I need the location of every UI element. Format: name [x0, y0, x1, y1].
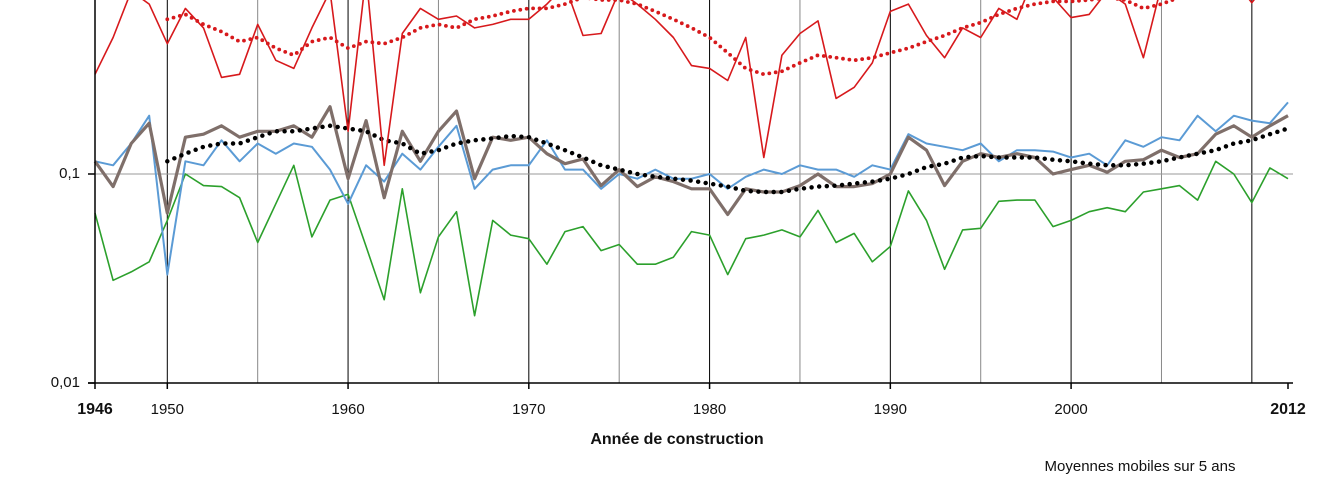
x-tick-label: 1960	[331, 401, 364, 418]
plot-area	[93, 0, 1291, 317]
series-line	[165, 123, 1291, 195]
grid	[95, 0, 1293, 383]
y-tick-label: 0,01	[51, 374, 80, 391]
x-tick-label: 1980	[693, 401, 726, 418]
x-tick-label: 1990	[874, 401, 907, 418]
series-line	[165, 0, 1178, 77]
series-line	[93, 105, 1289, 217]
annotation: Moyennes mobiles sur 5 ans	[1045, 458, 1236, 475]
x-tick-label: 1950	[151, 401, 184, 418]
x-axis-label: Année de construction	[590, 431, 763, 448]
y-tick-label: 0,1	[59, 165, 80, 182]
x-tick-label: 1946	[77, 401, 113, 418]
axes: 0,01 0,1 1946 1950 1960 1970 1980 1990 2000 2012	[51, 0, 1306, 418]
x-tick-label: 2000	[1054, 401, 1087, 418]
x-tick-label: 2012	[1270, 401, 1306, 418]
series-line	[94, 160, 1289, 317]
x-tick-label: 1970	[512, 401, 545, 418]
series-line	[94, 0, 1255, 167]
